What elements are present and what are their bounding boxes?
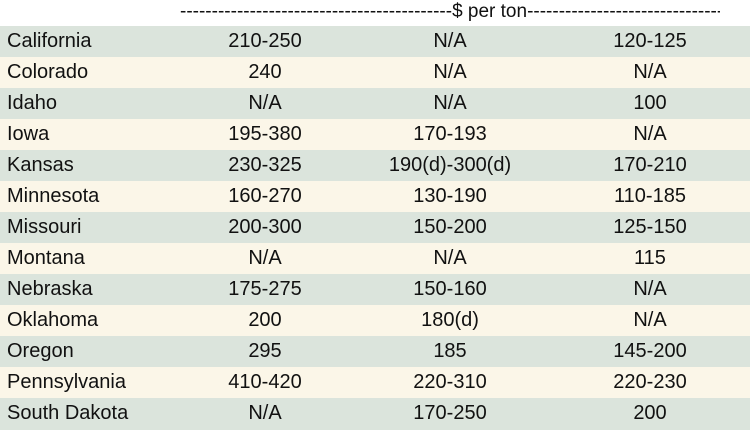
price-cell: N/A bbox=[433, 30, 467, 52]
price-cell: 210-250 bbox=[228, 30, 302, 52]
state-name: Missouri bbox=[7, 216, 82, 238]
price-cell: 185 bbox=[433, 340, 467, 362]
table-row: Kansas 230-325 190(d)-300(d) 170-210 bbox=[0, 150, 750, 181]
state-name: Pennsylvania bbox=[7, 371, 126, 393]
price-cell: 220-230 bbox=[613, 371, 687, 393]
price-cell: 200 bbox=[248, 309, 282, 331]
price-cell: N/A bbox=[248, 402, 282, 424]
table-header: ----------------------------------------… bbox=[0, 0, 750, 26]
price-cell: N/A bbox=[633, 278, 667, 300]
table-row: Oklahoma 200 180(d) N/A bbox=[0, 305, 750, 336]
table-row: Iowa 195-380 170-193 N/A bbox=[0, 119, 750, 150]
table-row: California 210-250 N/A 120-125 bbox=[0, 26, 750, 57]
price-cell: 110-185 bbox=[614, 185, 686, 207]
state-name: Montana bbox=[7, 247, 85, 269]
table-row: South Dakota N/A 170-250 200 bbox=[0, 398, 750, 429]
price-cell: 200 bbox=[633, 402, 667, 424]
price-cell: 160-270 bbox=[228, 185, 302, 207]
state-name: Idaho bbox=[7, 92, 58, 114]
table-row: Colorado 240 N/A N/A bbox=[0, 57, 750, 88]
price-cell: 120-125 bbox=[613, 30, 687, 52]
price-cell: 195-380 bbox=[228, 123, 302, 145]
price-cell: N/A bbox=[633, 61, 667, 83]
table-row: Minnesota 160-270 130-190 110-185 bbox=[0, 181, 750, 212]
price-cell: 100 bbox=[633, 92, 667, 114]
table-bottom-divider bbox=[0, 428, 750, 430]
table-row: Oregon 295 185 145-200 bbox=[0, 336, 750, 367]
price-cell: 180(d) bbox=[421, 309, 479, 331]
price-cell: N/A bbox=[433, 61, 467, 83]
state-name: Minnesota bbox=[7, 185, 100, 207]
price-cell: 125-150 bbox=[613, 216, 687, 238]
price-cell: 130-190 bbox=[413, 185, 487, 207]
price-cell: N/A bbox=[633, 123, 667, 145]
price-cell: 150-200 bbox=[413, 216, 487, 238]
state-name: Oregon bbox=[7, 340, 74, 362]
table-row: Montana N/A N/A 115 bbox=[0, 243, 750, 274]
state-name: Nebraska bbox=[7, 278, 93, 300]
state-name: Oklahoma bbox=[7, 309, 99, 331]
table-row: Missouri 200-300 150-200 125-150 bbox=[0, 212, 750, 243]
price-cell: 410-420 bbox=[228, 371, 302, 393]
price-cell: 170-193 bbox=[413, 123, 487, 145]
table-row: Idaho N/A N/A 100 bbox=[0, 88, 750, 119]
unit-header: ----------------------------------------… bbox=[180, 2, 720, 22]
price-cell: 170-250 bbox=[413, 402, 487, 424]
price-cell: N/A bbox=[433, 92, 467, 114]
table-row: Nebraska 175-275 150-160 N/A bbox=[0, 274, 750, 305]
price-table: California 210-250 N/A 120-125 Colorado … bbox=[0, 26, 750, 429]
price-cell: 115 bbox=[634, 247, 666, 269]
state-name: Kansas bbox=[7, 154, 74, 176]
price-cell: N/A bbox=[248, 247, 282, 269]
price-cell: 200-300 bbox=[228, 216, 302, 238]
state-name: Iowa bbox=[7, 123, 50, 145]
price-cell: 170-210 bbox=[613, 154, 687, 176]
price-cell: 150-160 bbox=[413, 278, 487, 300]
price-cell: N/A bbox=[633, 309, 667, 331]
price-cell: N/A bbox=[248, 92, 282, 114]
table-row: Pennsylvania 410-420 220-310 220-230 bbox=[0, 367, 750, 398]
price-cell: 145-200 bbox=[613, 340, 687, 362]
state-name: California bbox=[7, 30, 92, 52]
state-name: South Dakota bbox=[7, 402, 129, 424]
price-cell: 190(d)-300(d) bbox=[388, 154, 512, 176]
price-cell: 220-310 bbox=[413, 371, 487, 393]
price-cell: 240 bbox=[248, 61, 282, 83]
price-cell: 295 bbox=[248, 340, 282, 362]
price-cell: N/A bbox=[433, 247, 467, 269]
state-name: Colorado bbox=[7, 61, 89, 83]
price-cell: 230-325 bbox=[228, 154, 302, 176]
price-cell: 175-275 bbox=[228, 278, 302, 300]
